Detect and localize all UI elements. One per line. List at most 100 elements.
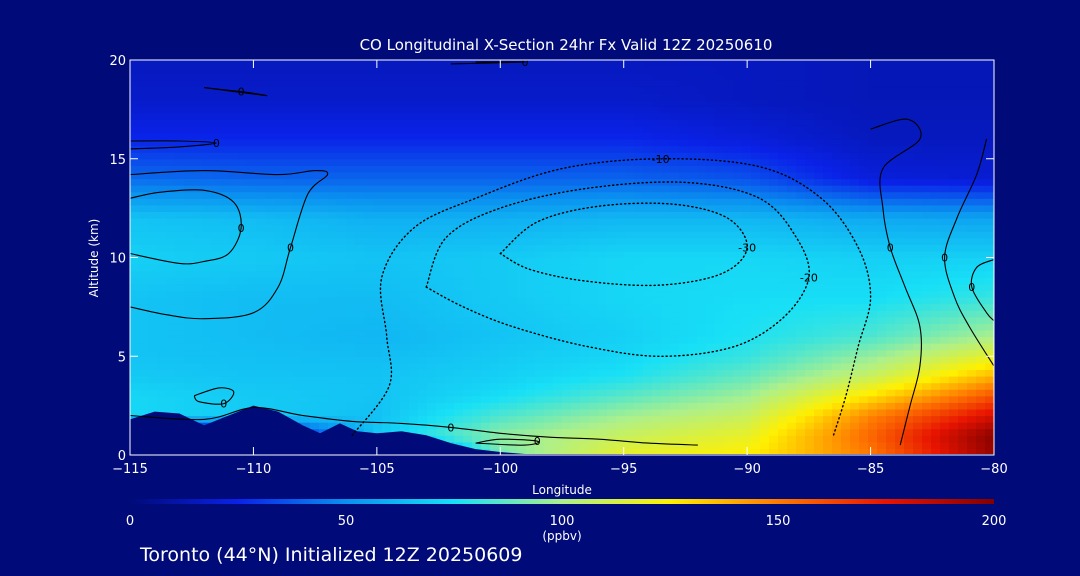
heatmap-cell [688, 237, 698, 245]
heatmap-cell [679, 270, 689, 278]
heatmap-cell [760, 448, 770, 455]
heatmap-cell [823, 441, 833, 450]
heatmap-cell [598, 218, 608, 226]
heatmap-cell [472, 132, 482, 140]
heatmap-cell [778, 125, 788, 134]
heatmap-cell [463, 382, 473, 390]
heatmap-cell [769, 132, 779, 140]
heatmap-cell [616, 119, 626, 127]
heatmap-cell [679, 343, 689, 351]
heatmap-cell [517, 297, 527, 305]
heatmap-cell [526, 270, 536, 278]
heatmap-cell [715, 112, 725, 120]
heatmap-cell [715, 297, 725, 305]
heatmap-cell [481, 191, 491, 199]
heatmap-cell [940, 441, 950, 450]
heatmap-cell [697, 178, 707, 186]
heatmap-cell [490, 119, 500, 127]
heatmap-cell [634, 145, 644, 153]
heatmap-cell [418, 395, 428, 403]
heatmap-cell [346, 250, 356, 259]
heatmap-cell [850, 441, 860, 450]
heatmap-cell [877, 362, 887, 371]
heatmap-cell [220, 185, 230, 193]
heatmap-cell [814, 382, 824, 390]
heatmap-cell [499, 422, 509, 430]
heatmap-cell [922, 231, 932, 239]
heatmap-cell [391, 250, 401, 259]
heatmap-cell [832, 395, 842, 403]
heatmap-cell [823, 185, 833, 193]
heatmap-cell [607, 290, 617, 298]
heatmap-cell [877, 218, 887, 226]
heatmap-cell [796, 303, 806, 311]
heatmap-cell [949, 323, 959, 331]
heatmap-cell [301, 323, 311, 331]
heatmap-cell [931, 158, 941, 166]
heatmap-cell [706, 132, 716, 140]
heatmap-cell [643, 356, 653, 364]
heatmap-cell [796, 178, 806, 186]
heatmap-cell [706, 362, 716, 371]
heatmap-cell [202, 211, 212, 219]
heatmap-cell [949, 283, 959, 292]
heatmap-cell [589, 139, 599, 147]
heatmap-cell [472, 290, 482, 298]
heatmap-cell [859, 389, 869, 397]
heatmap-cell [418, 290, 428, 298]
heatmap-cell [787, 171, 797, 180]
heatmap-cell [967, 145, 977, 153]
heatmap-cell [193, 395, 203, 403]
heatmap-cell [445, 428, 455, 436]
heatmap-cell [895, 218, 905, 226]
heatmap-cell [184, 152, 194, 160]
heatmap-cell [976, 139, 986, 147]
heatmap-cell [850, 178, 860, 186]
heatmap-cell [319, 343, 329, 351]
heatmap-cell [292, 218, 302, 226]
heatmap-cell [868, 171, 878, 180]
heatmap-cell [490, 277, 500, 285]
heatmap-cell [166, 395, 176, 403]
heatmap-cell [436, 218, 446, 226]
heatmap-cell [238, 158, 248, 166]
heatmap-cell [859, 119, 869, 127]
heatmap-cell [220, 257, 230, 265]
heatmap-cell [922, 395, 932, 403]
heatmap-cell [886, 218, 896, 226]
heatmap-cell [202, 112, 212, 120]
heatmap-cell [580, 264, 590, 272]
heatmap-cell [400, 139, 410, 147]
heatmap-cell [931, 244, 941, 252]
heatmap-cell [418, 185, 428, 193]
heatmap-cell [175, 303, 185, 311]
heatmap-cell [661, 349, 671, 357]
heatmap-cell [715, 349, 725, 357]
heatmap-cell [148, 132, 158, 140]
heatmap-cell [220, 290, 230, 298]
heatmap-cell [751, 145, 761, 153]
heatmap-cell [562, 290, 572, 298]
heatmap-cell [607, 283, 617, 292]
heatmap-cell [310, 329, 320, 338]
heatmap-cell [832, 408, 842, 417]
heatmap-cell [229, 171, 239, 180]
heatmap-cell [841, 264, 851, 272]
heatmap-cell [940, 171, 950, 180]
heatmap-cell [958, 257, 968, 265]
heatmap-cell [850, 422, 860, 430]
heatmap-cell [733, 231, 743, 239]
heatmap-cell [652, 257, 662, 265]
heatmap-cell [490, 389, 500, 397]
heatmap-cell [769, 362, 779, 371]
heatmap-cell [976, 402, 986, 410]
heatmap-cell [346, 415, 356, 423]
heatmap-cell [787, 290, 797, 298]
heatmap-cell [661, 336, 671, 344]
heatmap-cell [580, 389, 590, 397]
heatmap-cell [454, 316, 464, 324]
heatmap-cell [553, 158, 563, 166]
heatmap-cell [292, 158, 302, 166]
heatmap-cell [265, 362, 275, 371]
heatmap-cell [931, 270, 941, 278]
